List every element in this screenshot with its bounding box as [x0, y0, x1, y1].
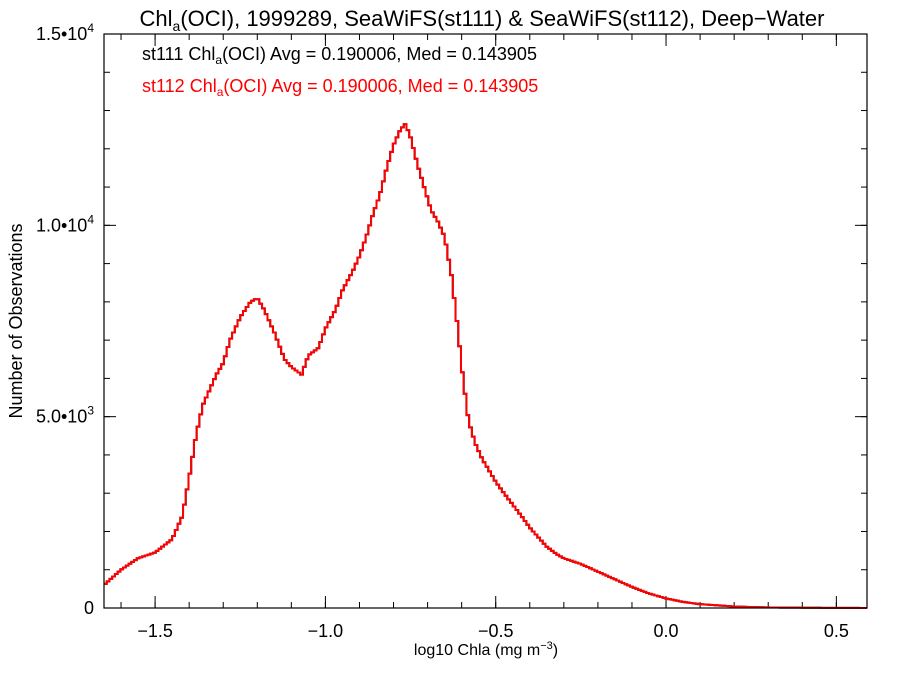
annotation-st111-sub: a: [215, 53, 222, 67]
histogram-line-st111: [104, 123, 867, 609]
annotation-st111: st111 Chla(OCI) Avg = 0.190006, Med = 0.…: [142, 44, 537, 67]
histogram-line-st112: [104, 123, 867, 609]
axis-ticks: −1.5 −1.0 −0.5 0.0 0.5 0 5.0•103 1.0•104 1.5•104: [36, 21, 867, 641]
y-axis-label: Number of Observations: [6, 223, 26, 418]
x-tick-label: 0.5: [824, 621, 849, 641]
title-rest: (OCI), 1999289, SeaWiFS(st111) & SeaWiFS…: [180, 6, 824, 31]
title-sub: a: [173, 18, 181, 34]
annotation-st111-prefix: st111 Chl: [142, 44, 215, 64]
chart-title: Chla(OCI), 1999289, SeaWiFS(st111) & Sea…: [140, 6, 825, 34]
plot-frame: [103, 33, 868, 609]
y-tick-label: 0: [84, 598, 94, 618]
title-base: Chl: [140, 6, 173, 31]
y-tick-label: 1.0•104: [36, 212, 94, 235]
x-tick-label: −1.0: [308, 621, 344, 641]
annotation-st112: st112 Chla(OCI) Avg = 0.190006, Med = 0.…: [142, 76, 538, 99]
annotation-st112-rest: (OCI) Avg = 0.190006, Med = 0.143905: [223, 76, 538, 96]
series-layer: [104, 123, 867, 609]
x-tick-label: 0.0: [654, 621, 679, 641]
x-axis-label-sup: −3: [540, 640, 553, 652]
x-tick-label: −0.5: [478, 621, 514, 641]
y-tick-label: 1.5•104: [36, 21, 94, 44]
x-tick-label: −1.5: [137, 621, 173, 641]
x-axis-label-end: ): [553, 642, 558, 659]
x-axis-label-base: log10 Chla (mg m: [414, 642, 540, 659]
annotation-st112-prefix: st112 Chl: [142, 76, 217, 96]
annotation-st112-sub: a: [217, 85, 224, 99]
y-tick-label: 5.0•103: [36, 404, 94, 427]
annotation-st111-rest: (OCI) Avg = 0.190006, Med = 0.143905: [222, 44, 537, 64]
x-axis-label: log10 Chla (mg m−3): [414, 640, 558, 659]
